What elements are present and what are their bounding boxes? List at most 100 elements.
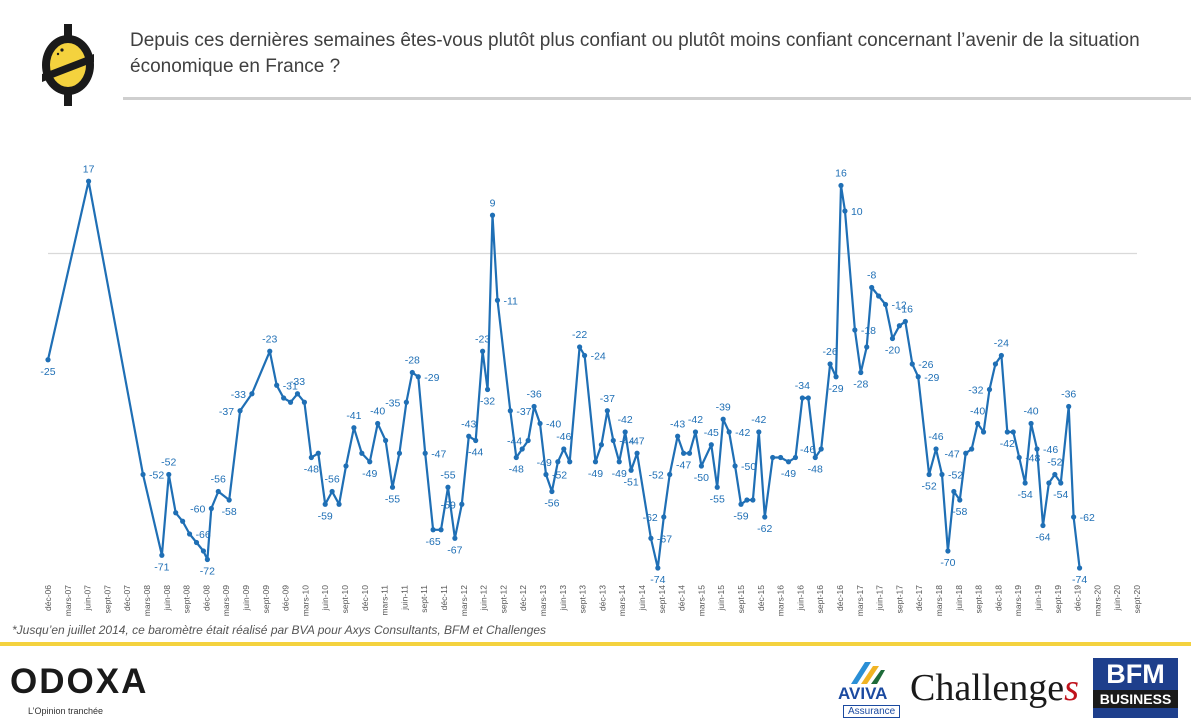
data-point	[980, 429, 987, 435]
data-point	[818, 446, 824, 452]
data-label: -8	[867, 270, 876, 282]
x-tick-label: sept-18	[974, 585, 984, 614]
data-label: -56	[544, 498, 559, 510]
data-label: -25	[40, 366, 55, 378]
data-point	[785, 459, 792, 465]
data-point	[720, 416, 726, 422]
data-label: -46	[800, 444, 815, 456]
data-label: -28	[853, 379, 868, 391]
x-tick-label: juin-08	[162, 585, 172, 612]
data-label: -47	[431, 448, 446, 460]
challenges-word: Challenge	[910, 667, 1065, 709]
data-point	[473, 437, 479, 444]
data-label: -16	[898, 304, 913, 316]
x-tick-label: juin-17	[875, 585, 885, 612]
data-point	[827, 361, 833, 367]
x-tick-label: déc-10	[360, 585, 370, 611]
data-label: -59	[733, 510, 748, 522]
title-divider	[123, 97, 1191, 100]
x-tick-label: déc-11	[439, 585, 449, 611]
data-point	[882, 301, 889, 308]
data-label: -42	[1000, 438, 1015, 450]
data-point	[525, 437, 531, 444]
data-label: -52	[1047, 457, 1062, 469]
data-point	[939, 471, 945, 478]
data-label: -54	[1053, 489, 1068, 501]
data-label: -64	[1035, 532, 1050, 544]
data-point	[1046, 480, 1052, 486]
data-label: -40	[1023, 406, 1038, 418]
data-label: -74	[650, 574, 665, 586]
x-tick-label: sept-19	[1053, 585, 1063, 614]
x-tick-label: juin-16	[795, 585, 805, 612]
data-label: -66	[196, 529, 211, 541]
x-tick-label: sept-20	[1132, 585, 1142, 614]
data-label: -46	[928, 431, 943, 443]
x-tick-label: juin-13	[558, 585, 568, 612]
x-tick-label: mars-11	[380, 585, 390, 616]
data-point	[208, 505, 214, 512]
data-label: -28	[405, 355, 420, 367]
aviva-logo: AVIVA	[838, 684, 888, 703]
data-point	[610, 437, 616, 444]
data-point	[799, 395, 805, 401]
data-point	[838, 182, 844, 189]
data-point	[1034, 446, 1040, 452]
data-label: -40	[970, 406, 985, 418]
data-label: -20	[885, 345, 900, 357]
data-point	[351, 425, 357, 431]
data-point	[173, 510, 179, 516]
data-label: -51	[624, 476, 639, 488]
data-point	[1071, 514, 1077, 520]
data-point	[513, 454, 519, 461]
data-point	[876, 293, 882, 299]
data-point	[889, 335, 896, 342]
data-label: -23	[262, 333, 277, 345]
data-point	[180, 518, 186, 524]
x-tick-label: juin-19	[1033, 585, 1043, 612]
data-label: -62	[757, 523, 772, 535]
data-point	[598, 442, 605, 448]
data-point	[336, 501, 342, 507]
data-point	[805, 395, 811, 401]
odoxa-badge-logo	[38, 24, 98, 106]
data-point	[452, 535, 458, 541]
x-tick-label: mars-09	[221, 585, 231, 616]
data-point	[237, 408, 243, 414]
data-point	[869, 284, 875, 291]
data-point	[581, 352, 588, 359]
data-point	[329, 488, 335, 495]
data-point	[864, 344, 870, 350]
x-tick-label: juin-14	[637, 585, 647, 612]
data-point	[166, 471, 172, 478]
data-label: -49	[781, 468, 796, 480]
data-point	[267, 348, 273, 354]
data-point	[1058, 480, 1064, 486]
data-label: -26	[823, 346, 838, 358]
x-tick-label: sept-17	[894, 585, 904, 614]
x-tick-label: mars-15	[696, 585, 706, 616]
data-point	[1040, 522, 1046, 529]
data-label: -39	[716, 401, 731, 413]
x-tick-label: mars-13	[538, 585, 548, 616]
data-label: -58	[222, 506, 237, 518]
data-point	[714, 484, 720, 490]
data-label: -47	[629, 435, 644, 447]
x-tick-label: mars-10	[300, 585, 310, 616]
data-point	[466, 433, 472, 439]
x-tick-label: mars-17	[855, 585, 865, 616]
data-label: -42	[735, 427, 750, 439]
data-label: -48	[304, 464, 319, 476]
data-label: -67	[657, 533, 672, 545]
data-label: -41	[346, 410, 361, 422]
aviva-subtitle: Assurance	[843, 705, 901, 718]
data-label: -32	[480, 396, 495, 408]
data-label: -42	[688, 414, 703, 426]
footer-divider	[0, 642, 1191, 646]
data-label: -29	[424, 372, 439, 384]
data-point	[661, 514, 667, 520]
data-label: -52	[552, 470, 567, 482]
data-point	[770, 454, 776, 461]
data-label: 16	[835, 168, 847, 180]
x-tick-label: juin-09	[241, 585, 251, 612]
